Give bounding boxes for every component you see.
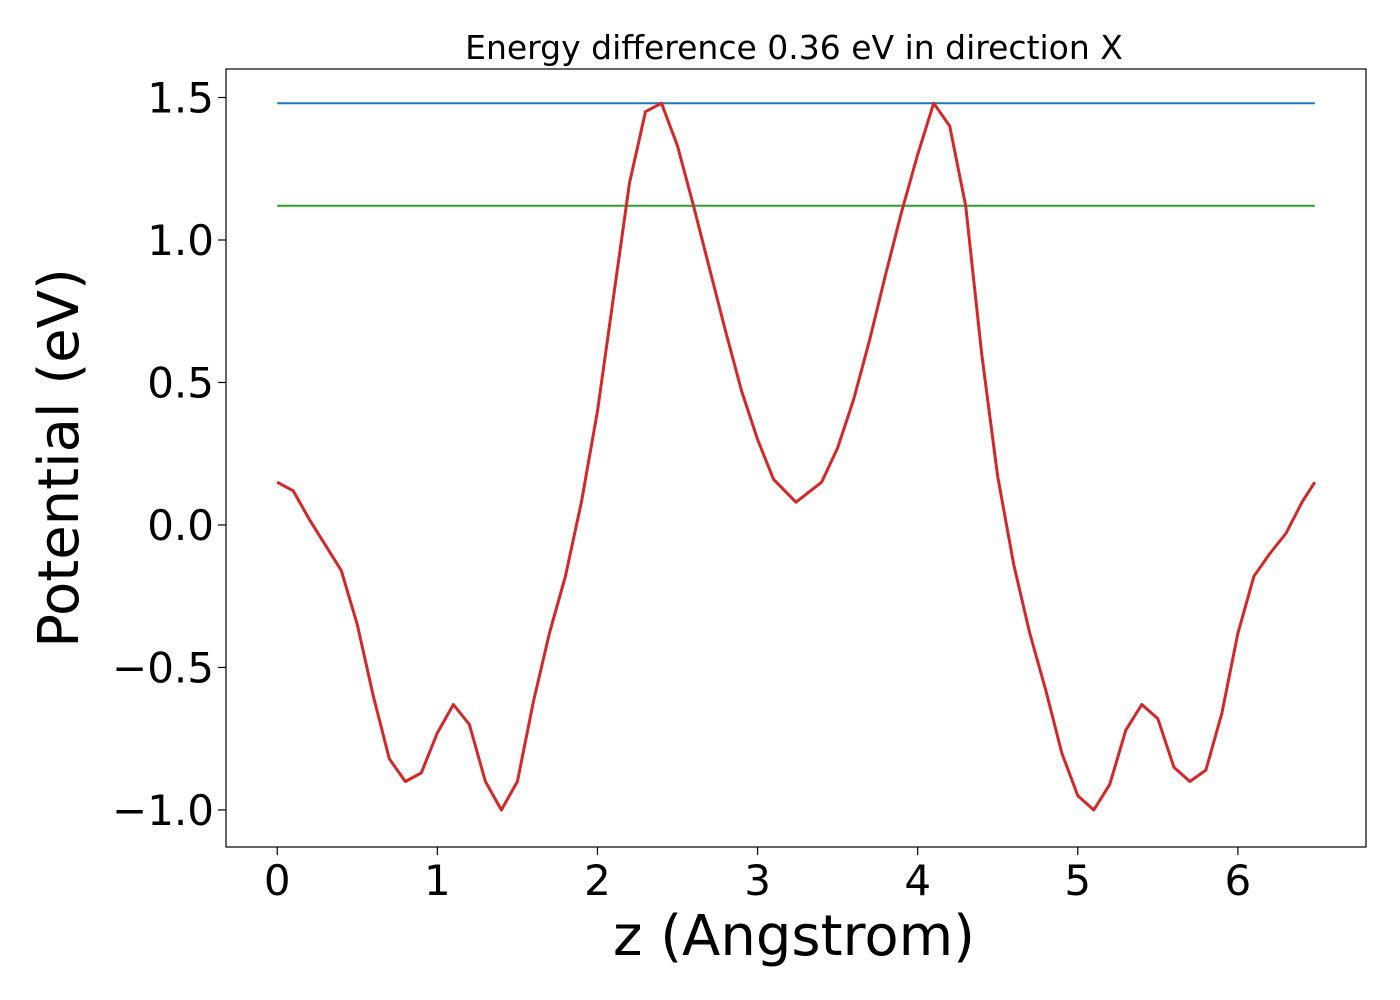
y-tick-label: 0.5 — [147, 358, 214, 407]
x-tick-label: 0 — [264, 856, 291, 905]
y-tick-label: 0.0 — [147, 501, 214, 550]
y-axis-ticks: −1.0 −0.5 0.0 0.5 1.0 1.5 — [112, 73, 226, 835]
y-tick-label: 1.5 — [147, 73, 214, 122]
y-tick-label: 1.0 — [147, 216, 214, 265]
series-line-3 — [276, 101, 1317, 812]
x-axis-ticks: 0 1 2 3 4 5 6 — [264, 847, 1251, 905]
y-tick-label: −1.0 — [112, 786, 214, 835]
x-tick-label: 1 — [424, 856, 451, 905]
chart-title: Energy difference 0.36 eV in direction X — [465, 28, 1123, 67]
x-tick-label: 6 — [1225, 856, 1252, 905]
plot-frame — [225, 68, 1367, 848]
y-tick-label: −0.5 — [112, 643, 214, 692]
x-tick-label: 3 — [744, 856, 771, 905]
series-layer — [276, 101, 1317, 812]
x-tick-label: 4 — [904, 856, 931, 905]
x-tick-label: 5 — [1064, 856, 1091, 905]
x-tick-label: 2 — [584, 856, 611, 905]
y-axis-label: Potential (eV) — [27, 268, 92, 648]
x-axis-label: z (Angstrom) — [613, 904, 975, 969]
